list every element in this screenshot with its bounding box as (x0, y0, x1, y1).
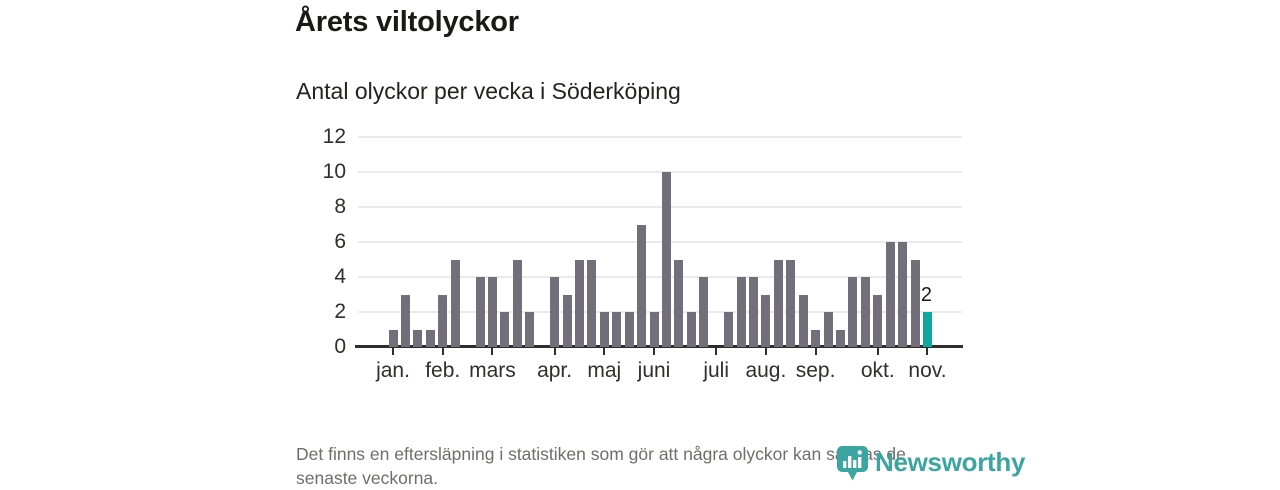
bar-week-25 (686, 312, 696, 347)
bar-week-36 (823, 312, 833, 347)
bar-week-28 (724, 312, 734, 347)
bar-week-11 (512, 259, 522, 347)
bar-week-35 (811, 329, 821, 347)
bar-week-34 (798, 294, 808, 347)
newsworthy-pin-chart-icon (837, 446, 868, 481)
chart-title: Årets viltolyckor (295, 6, 519, 38)
bar-week-37 (835, 329, 845, 347)
bar-week-24 (674, 259, 684, 347)
newsworthy-wordmark: Newsworthy (875, 447, 1026, 477)
bar-week-16 (574, 259, 584, 347)
x-tick-label-jan.: jan. (376, 359, 410, 382)
x-tick-mars (491, 348, 494, 355)
bar-week-33 (786, 259, 796, 347)
bar-week-30 (748, 277, 758, 347)
gridline-y-10 (358, 171, 962, 173)
x-tick-label-aug.: aug. (745, 359, 787, 382)
bar-week-1 (388, 329, 398, 347)
bar-week-2 (400, 294, 410, 347)
x-tick-label-mars: mars (469, 359, 516, 382)
x-tick-sep. (814, 348, 817, 355)
x-tick-label-feb.: feb. (425, 359, 461, 382)
bar-week-44-highlighted (922, 312, 932, 347)
bar-week-4 (425, 329, 435, 347)
bar-week-26 (699, 277, 709, 347)
x-tick-label-juli: juli (703, 359, 730, 382)
bar-week-8 (475, 277, 485, 347)
footer-note: Det finns en eftersläpning i statistiken… (296, 442, 906, 490)
footer-note-line1: Det finns en eftersläpning i statistiken… (296, 444, 906, 464)
bar-week-18 (599, 312, 609, 347)
x-axis-line (355, 345, 963, 348)
gridline-y-2 (358, 311, 962, 313)
x-tick-juni (653, 348, 656, 355)
bar-week-40 (873, 294, 883, 347)
bar-week-9 (487, 277, 497, 347)
bar-week-43 (910, 259, 920, 347)
bar-week-14 (550, 277, 560, 347)
x-tick-feb. (441, 348, 444, 355)
bar-week-3 (413, 329, 423, 347)
bar-week-15 (562, 294, 572, 347)
bar-week-5 (438, 294, 448, 347)
y-tick-label-6: 6 (334, 230, 346, 253)
gridline-y-8 (358, 206, 962, 208)
x-tick-juli (715, 348, 718, 355)
x-tick-maj (603, 348, 606, 355)
x-tick-label-sep.: sep. (795, 359, 836, 382)
y-tick-label-0: 0 (334, 335, 346, 358)
bar-week-39 (860, 277, 870, 347)
gridline-y-6 (358, 241, 962, 243)
y-tick-label-2: 2 (334, 300, 346, 323)
bar-week-31 (761, 294, 771, 347)
bar-week-21 (637, 224, 647, 347)
x-tick-okt. (876, 348, 879, 355)
bar-week-22 (649, 312, 659, 347)
x-tick-label-apr.: apr. (537, 359, 573, 382)
gridline-y-12 (358, 136, 962, 138)
x-tick-label-juni: juni (637, 359, 671, 382)
y-tick-label-12: 12 (322, 125, 346, 148)
y-tick-label-10: 10 (322, 160, 346, 183)
x-tick-label-okt.: okt. (860, 359, 895, 382)
bar-week-41 (885, 242, 895, 347)
x-tick-aug. (764, 348, 767, 355)
bar-week-23 (661, 172, 671, 347)
bar-week-17 (587, 259, 597, 347)
y-tick-label-4: 4 (334, 265, 346, 288)
bar-week-29 (736, 277, 746, 347)
bar-week-12 (525, 312, 535, 347)
bar-week-38 (848, 277, 858, 347)
bar-week-20 (624, 312, 634, 347)
x-tick-jan. (392, 348, 394, 355)
y-tick-label-8: 8 (334, 195, 346, 218)
bar-week-42 (898, 242, 908, 347)
x-tick-label-maj: maj (587, 359, 622, 382)
x-tick-label-nov.: nov. (908, 359, 947, 382)
gridline-y-4 (358, 276, 962, 278)
bar-chart: 0 2 4 6 8 10 12 jan. feb. mars apr. maj juni juli aug.… (322, 125, 963, 382)
footer-note-line2: senaste veckorna. (296, 468, 439, 488)
bar-week-6 (450, 259, 460, 347)
newsworthy-logo: Newsworthy (836, 445, 1025, 481)
x-tick-apr. (553, 348, 556, 355)
bar-week-10 (500, 312, 510, 347)
bar-week-32 (773, 259, 783, 347)
x-tick-nov. (926, 348, 929, 355)
bar-week-19 (612, 312, 622, 347)
highlight-value-label: 2 (920, 284, 933, 306)
chart-subtitle: Antal olyckor per vecka i Söderköping (296, 78, 681, 104)
